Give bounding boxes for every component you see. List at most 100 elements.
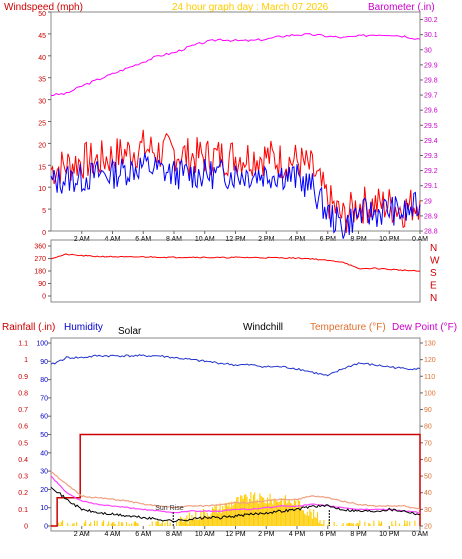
panel-3-x-tick-label: 4 AM	[105, 531, 121, 538]
rainfall-tick-label: 0.8	[18, 390, 28, 397]
barometer-tick-label: 29.8	[424, 77, 438, 84]
temperature-tick-label: 70	[424, 440, 432, 447]
panel-3-x-tick-label: 8 PM	[350, 531, 367, 538]
compass-label: W	[430, 256, 440, 267]
temperature-axis: 20 30 40 50 60 70 80 90 100 110 120 130	[420, 341, 436, 531]
panel-3-x-tick-label: 0 AM	[412, 531, 428, 538]
windspeed-tick-label: 35	[38, 77, 46, 84]
humidity-tick-label: 20	[40, 487, 48, 494]
rainfall-label: Rainfall (.in)	[2, 322, 55, 333]
panel-1-series	[50, 33, 421, 239]
windspeed-tick-label: 50	[38, 11, 46, 18]
humidity-tick-label: 80	[40, 377, 48, 384]
panel-3-x-tick-label: 6 PM	[320, 531, 337, 538]
barometer-tick-label: 29.3	[424, 153, 438, 160]
graph-title: 24 hour graph day : March 07 2026	[172, 2, 329, 13]
panel-3-x-tick-label: 2 AM	[74, 531, 90, 538]
windspeed-label: Windspeed (mph)	[4, 2, 83, 13]
barometer-tick-label: 30.1	[424, 32, 438, 39]
direction-tick-label: 0	[42, 294, 46, 301]
humidity-line	[50, 354, 421, 377]
compass-label: N	[430, 243, 437, 254]
humidity-label: Humidity	[64, 322, 103, 333]
rainfall-tick-label: 0.5	[18, 440, 28, 447]
panel-3-x-tick-label: 4 PM	[289, 531, 306, 538]
panel-3-series: Sun Rise	[50, 354, 421, 527]
temperature-tick-label: 100	[424, 390, 436, 397]
windspeed-tick-label: 40	[38, 55, 46, 62]
windspeed-axis: 0 5 10 15 20 25 30 35 40 45 50	[38, 11, 51, 237]
windchill-line	[50, 486, 421, 523]
direction-axis: 0 90 180 270 360	[34, 244, 51, 301]
temperature-tick-label: 120	[424, 357, 436, 364]
windspeed-tick-label: 45	[38, 33, 46, 40]
windspeed-tick-label: 30	[38, 99, 46, 106]
humidity-tick-label: 90	[40, 359, 48, 366]
rainfall-tick-label: 0.4	[18, 457, 28, 464]
humidity-tick-label: 40	[40, 450, 48, 457]
humidity-tick-label: 0	[44, 524, 48, 531]
barometer-tick-label: 30	[424, 47, 432, 54]
barometer-tick-label: 30.2	[424, 17, 438, 24]
temperature-tick-label: 50	[424, 474, 432, 481]
windspeed-tick-label: 15	[38, 164, 46, 171]
temperature-line	[50, 470, 421, 510]
panel-3-x-tick-label: 8 AM	[166, 531, 182, 538]
temperature-label: Temperature (°F)	[310, 322, 386, 333]
dewpoint-line	[50, 475, 421, 514]
panel-3-x-tick-label: 10 AM	[195, 531, 215, 538]
rainfall-tick-label: 0.7	[18, 407, 28, 414]
temperature-tick-label: 80	[424, 424, 432, 431]
temperature-tick-label: 20	[424, 524, 432, 531]
dewpoint-label: Dew Point (°F)	[392, 322, 457, 333]
rainfall-tick-label: 0.3	[18, 474, 28, 481]
barometer-tick-label: 29	[424, 198, 432, 205]
rainfall-tick-label: 0.9	[18, 374, 28, 381]
barometer-tick-label: 29.2	[424, 168, 438, 175]
barometer-tick-label: 29.6	[424, 108, 438, 115]
windspeed-tick-label: 5	[42, 208, 46, 215]
barometer-tick-label: 29.7	[424, 93, 438, 100]
rainfall-line	[51, 433, 421, 527]
rainfall-tick-label: 0.1	[18, 507, 28, 514]
windspeed-tick-label: 25	[38, 121, 46, 128]
temperature-tick-label: 130	[424, 341, 436, 348]
barometer-label: Barometer (.in)	[368, 2, 435, 13]
humidity-axis: 0 10 20 30 40 50 60 70 80 90 100	[36, 341, 51, 531]
barometer-tick-label: 29.5	[424, 123, 438, 130]
rainfall-tick-label: 0.6	[18, 424, 28, 431]
wind-direction-line	[50, 253, 421, 272]
compass-label: S	[430, 268, 437, 279]
sunrise-label: Sun Rise	[155, 505, 184, 512]
humidity-tick-label: 60	[40, 414, 48, 421]
rainfall-axis: 0 0.1 0.2 0.3 0.4 0.5 0.6 0.7 0.8 0.9 1 1.1	[18, 341, 28, 531]
solar-label: Solar	[118, 326, 142, 337]
humidity-tick-label: 10	[40, 505, 48, 512]
rainfall-tick-label: 1.1	[18, 341, 28, 348]
rainfall-tick-label: 0.2	[18, 490, 28, 497]
windspeed-tick-label: 20	[38, 142, 46, 149]
rainfall-tick-label: 0	[24, 524, 28, 531]
windspeed-tick-label: 0	[42, 230, 46, 237]
rainfall-tick-label: 1	[24, 357, 28, 364]
wind-average-line	[50, 152, 421, 239]
barometer-tick-label: 29.1	[424, 183, 438, 190]
direction-tick-label: 360	[34, 244, 46, 251]
windchill-label: Windchill	[243, 322, 283, 333]
temperature-tick-label: 60	[424, 457, 432, 464]
direction-tick-label: 90	[38, 281, 46, 288]
compass-label: E	[430, 281, 437, 292]
panel-3-x-axis: 2 AM 4 AM 6 AM 8 AM 10 AM 12 PM 2 PM 4 PM 6 PM 8 …	[74, 526, 428, 538]
humidity-tick-label: 50	[40, 432, 48, 439]
barometer-line	[50, 33, 421, 97]
temperature-tick-label: 110	[424, 374, 435, 381]
humidity-tick-label: 30	[40, 469, 48, 476]
temperature-tick-label: 90	[424, 407, 432, 414]
panel-3-x-tick-label: 6 AM	[135, 531, 151, 538]
barometer-tick-label: 29.4	[424, 138, 438, 145]
windspeed-tick-label: 10	[38, 186, 46, 193]
direction-tick-label: 180	[34, 269, 46, 276]
panel-2-series	[50, 253, 421, 272]
humidity-tick-label: 70	[40, 395, 48, 402]
